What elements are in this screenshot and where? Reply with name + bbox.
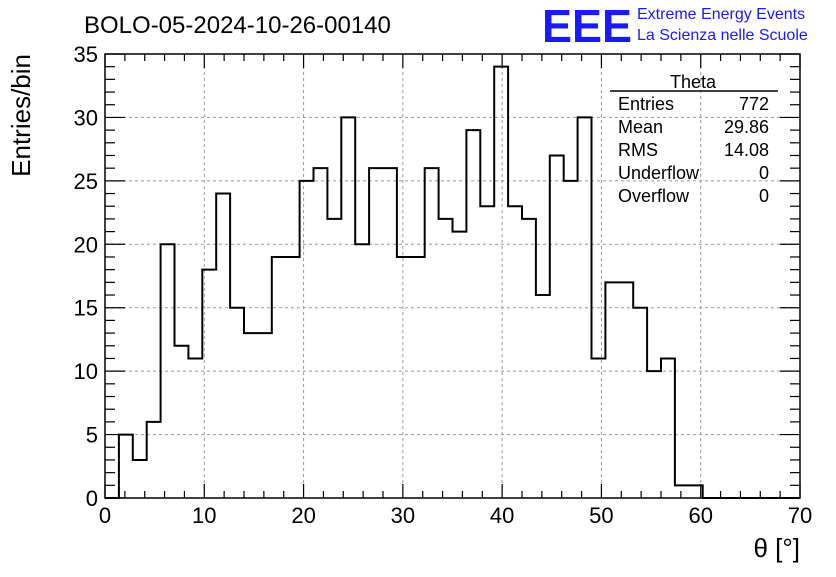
stats-row-value: 772 — [739, 94, 769, 114]
x-tick-label: 0 — [99, 503, 111, 528]
chart-title: BOLO-05-2024-10-26-00140 — [84, 12, 391, 39]
y-tick-label: 25 — [74, 169, 98, 194]
x-tick-label: 60 — [688, 503, 712, 528]
stats-row-value: 14.08 — [724, 140, 769, 160]
y-tick-label: 5 — [86, 423, 98, 448]
branding-line-2: La Scienza nelle Scuole — [637, 27, 808, 44]
histogram-outline — [105, 65, 800, 499]
x-tick-label: 20 — [291, 503, 315, 528]
axis-ticks — [104, 53, 801, 499]
histogram-bars — [105, 65, 800, 499]
y-tick-label: 30 — [74, 105, 98, 130]
axis-tick-labels: 0 10 20 30 40 50 60 70 0 5 10 15 20 25 30 35 — [74, 42, 813, 528]
x-tick-label: 40 — [490, 503, 514, 528]
stats-row-value: 0 — [759, 163, 769, 183]
x-tick-label: 70 — [788, 503, 812, 528]
y-tick-label: 10 — [74, 359, 98, 384]
stats-row-label: Underflow — [618, 163, 700, 183]
stats-row-label: Overflow — [618, 186, 690, 206]
x-tick-label: 30 — [391, 503, 415, 528]
y-tick-label: 35 — [74, 42, 98, 67]
stats-title: Theta — [670, 72, 717, 92]
y-tick-label: 0 — [86, 486, 98, 511]
grid-lines — [105, 54, 800, 498]
y-tick-label: 15 — [74, 296, 98, 321]
stats-row-value: 0 — [759, 186, 769, 206]
branding-line-1: Extreme Energy Events — [637, 6, 805, 23]
y-axis-label: Entries/bin — [6, 54, 36, 177]
plot-frame — [104, 53, 801, 499]
stats-row-value: 29.86 — [724, 117, 769, 137]
stats-row-label: RMS — [618, 140, 658, 160]
stats-row-label: Mean — [618, 117, 663, 137]
x-tick-label: 50 — [589, 503, 613, 528]
y-tick-label: 20 — [74, 232, 98, 257]
eee-logo: EEE — [542, 0, 632, 52]
stats-box: Theta Entries 772 Mean 29.86 RMS 14.08 Underfl… — [610, 72, 778, 206]
stats-row-label: Entries — [618, 94, 674, 114]
x-axis-label: θ [°] — [753, 533, 800, 563]
x-tick-label: 10 — [192, 503, 216, 528]
